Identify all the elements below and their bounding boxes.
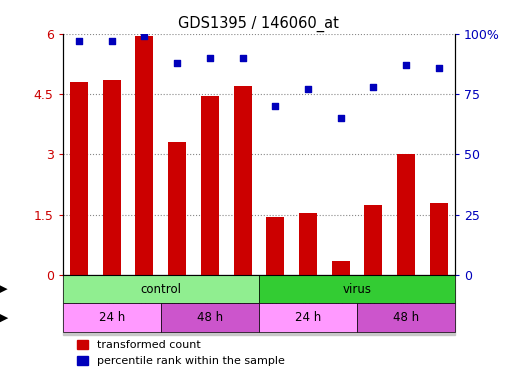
Bar [168,142,186,275]
Bar [266,216,284,275]
Point [336,115,345,121]
Point [75,38,83,44]
Bar [332,261,349,275]
Point [304,86,312,92]
Point [369,84,378,90]
Bar [357,303,455,332]
Bar [365,204,382,275]
Bar [430,202,448,275]
Text: 48 h: 48 h [393,311,419,324]
Bar [63,303,161,332]
Bar [63,275,455,335]
Point [140,33,149,39]
Bar [135,36,153,275]
Text: 24 h: 24 h [295,311,321,324]
Point [271,103,279,109]
Point [108,38,116,44]
Point [238,55,247,61]
Text: time ▶: time ▶ [0,312,8,322]
Point [402,62,410,68]
Point [435,64,443,70]
Bar [103,80,121,275]
Bar [234,86,252,275]
Text: 24 h: 24 h [99,311,125,324]
Bar [63,275,259,303]
Legend: transformed count, percentile rank within the sample: transformed count, percentile rank withi… [72,335,289,371]
Text: 48 h: 48 h [197,311,223,324]
Text: infection ▶: infection ▶ [0,284,8,294]
Bar [259,275,455,303]
Title: GDS1395 / 146060_at: GDS1395 / 146060_at [178,16,339,32]
Bar [259,303,357,332]
Bar [299,213,317,275]
Text: virus: virus [343,283,371,296]
Bar [70,82,88,275]
Bar [201,96,219,275]
Bar [161,303,259,332]
Bar [397,154,415,275]
Point [173,60,181,66]
Point [206,55,214,61]
Text: control: control [140,283,181,296]
